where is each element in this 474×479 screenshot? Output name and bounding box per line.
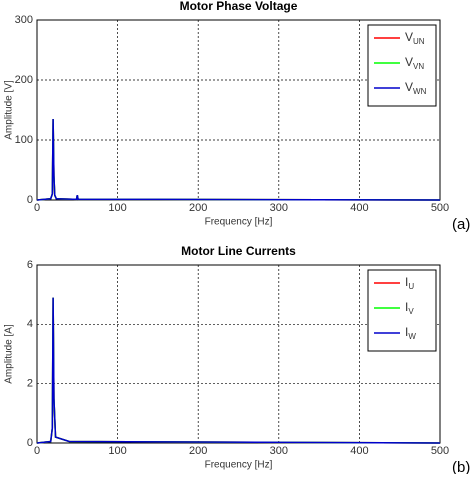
x-tick-label: 0	[34, 445, 40, 457]
legend-name: V	[405, 55, 413, 69]
legend-subscript: U	[408, 282, 414, 291]
y-tick-label: 4	[27, 318, 33, 330]
legend-label: VUN	[405, 30, 425, 46]
y-tick-label: 0	[27, 194, 33, 206]
x-tick-label: 100	[108, 445, 126, 457]
panel-label: (b)	[452, 459, 470, 474]
x-tick-label: 200	[189, 202, 207, 214]
x-axis-label: Frequency [Hz]	[205, 217, 273, 228]
y-tick-label: 0	[27, 437, 33, 449]
legend-name: V	[405, 80, 413, 94]
legend-name: V	[405, 30, 413, 44]
legend-label: IV	[405, 300, 414, 316]
legend-subscript: V	[408, 307, 414, 316]
legend-box	[367, 269, 437, 352]
x-tick-label: 400	[350, 202, 368, 214]
chart-title: Motor Line Currents	[181, 244, 296, 258]
series-line	[36, 118, 441, 201]
y-axis-label: Amplitude [V]	[4, 80, 15, 140]
y-axis-label: Amplitude [A]	[4, 324, 15, 384]
legend-name: I	[405, 325, 408, 339]
x-tick-label: 500	[431, 202, 449, 214]
x-axis-label: Frequency [Hz]	[205, 460, 273, 471]
legend-name: I	[405, 300, 408, 314]
y-tick-label: 2	[27, 378, 33, 390]
x-tick-label: 0	[34, 202, 40, 214]
legend-subscript: WN	[413, 87, 427, 96]
legend-subscript: VN	[413, 62, 424, 71]
chart-title: Motor Phase Voltage	[180, 0, 298, 13]
y-tick-label: 200	[15, 74, 33, 86]
panel-label: (a)	[452, 216, 470, 233]
legend-label: VWN	[405, 80, 427, 96]
y-tick-label: 6	[27, 259, 33, 271]
y-tick-label: 300	[15, 14, 33, 26]
legend-label: IW	[405, 325, 416, 341]
x-tick-label: 100	[108, 202, 126, 214]
x-tick-label: 500	[431, 445, 449, 457]
legend-subscript: W	[408, 332, 416, 341]
x-tick-label: 300	[270, 202, 288, 214]
y-tick-label: 100	[15, 134, 33, 146]
series-line	[36, 297, 441, 444]
legend-subscript: UN	[413, 37, 425, 46]
legend-label: IU	[405, 275, 414, 291]
legend-name: I	[405, 275, 408, 289]
x-tick-label: 200	[189, 445, 207, 457]
x-tick-label: 300	[270, 445, 288, 457]
legend-label: VVN	[405, 55, 424, 71]
x-tick-label: 400	[350, 445, 368, 457]
